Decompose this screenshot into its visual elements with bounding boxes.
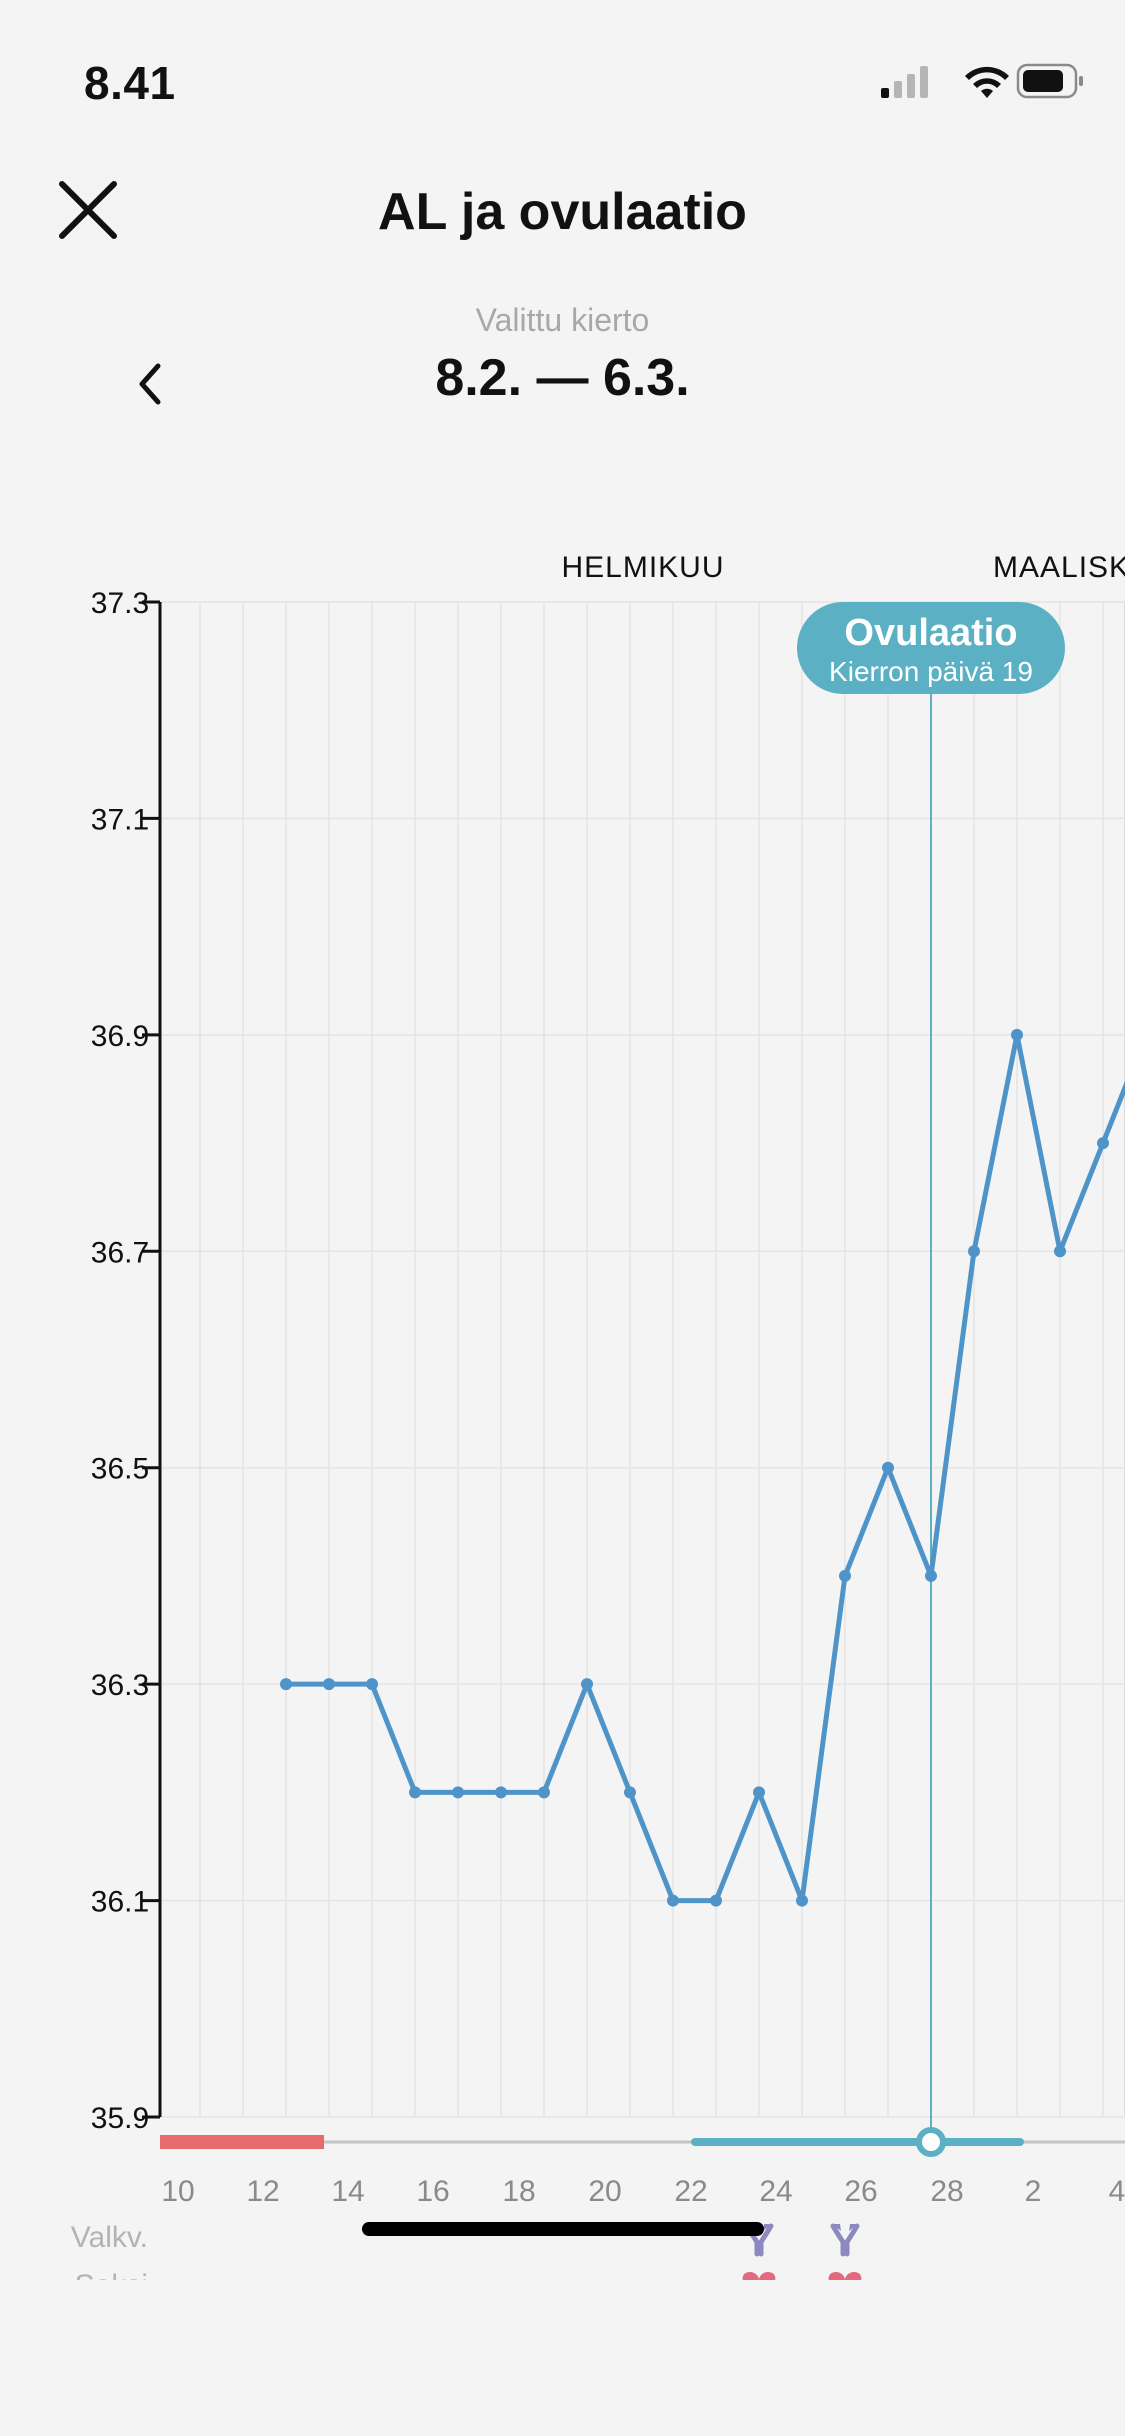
- temperature-point: [710, 1894, 722, 1907]
- x-tick-label: 10: [161, 2175, 194, 2208]
- ovulation-badge-title: Ovulaatio: [844, 612, 1017, 654]
- temperature-point: [323, 1678, 335, 1691]
- x-tick-label: 4: [1109, 2175, 1125, 2208]
- month-label-helmikuu: HELMIKUU: [561, 551, 724, 584]
- ovulation-marker: [916, 2127, 946, 2157]
- temperature-point: [968, 1245, 980, 1258]
- temperature-point: [839, 1569, 851, 1582]
- row-label: Seksi: [75, 2269, 148, 2280]
- x-tick-label: 20: [588, 2175, 621, 2208]
- temperature-point: [1011, 1028, 1023, 1041]
- x-tick-label: 2: [1025, 2175, 1042, 2208]
- cycle-caption: Valittu kierto: [475, 302, 650, 338]
- temperature-point: [667, 1894, 679, 1907]
- temperature-point: [753, 1786, 765, 1799]
- battery-icon: [1016, 63, 1083, 99]
- temperature-point: [452, 1786, 464, 1799]
- row-label: Valkv.: [71, 2221, 148, 2254]
- temperature-point: [1097, 1137, 1109, 1150]
- fertile-window-bar: [691, 2138, 1024, 2146]
- y-tick-label: 36.1: [91, 1886, 149, 1919]
- y-tick-label: 37.3: [91, 587, 149, 620]
- y-tick-label: 35.9: [91, 2102, 149, 2135]
- wifi-icon: [965, 66, 1009, 98]
- mucus-icon: [830, 2223, 860, 2257]
- y-tick-label: 36.7: [91, 1236, 149, 1269]
- status-icons: [881, 63, 1083, 99]
- x-tick-label: 16: [416, 2175, 449, 2208]
- temperature-point: [538, 1786, 550, 1799]
- x-tick-label: 22: [674, 2175, 707, 2208]
- temperature-point: [581, 1678, 593, 1691]
- x-tick-label: 14: [331, 2175, 364, 2208]
- temperature-point: [495, 1786, 507, 1799]
- x-tick-label: 24: [759, 2175, 792, 2208]
- month-label-maalisk: MAALISK: [993, 551, 1125, 584]
- ovulation-badge: [797, 602, 1065, 694]
- temperature-point: [882, 1461, 894, 1474]
- temperature-point: [1054, 1245, 1066, 1258]
- temperature-point: [409, 1786, 421, 1799]
- ovulation-badge-subtitle: Kierron päivä 19: [829, 656, 1033, 687]
- y-tick-label: 37.1: [91, 803, 149, 836]
- y-tick-label: 36.5: [91, 1453, 149, 1486]
- x-tick-label: 28: [930, 2175, 963, 2208]
- temperature-point: [366, 1678, 378, 1691]
- cycle-range: 8.2. — 6.3.: [435, 349, 690, 407]
- y-tick-label: 36.9: [91, 1020, 149, 1053]
- home-indicator: [362, 2222, 764, 2236]
- x-tick-label: 18: [502, 2175, 535, 2208]
- temperature-chart: 37.3 37.1 36.9 36.7 36.5 36.3 36.1 35.9 HELMIKUU…: [71, 551, 1125, 2280]
- cellular-signal-icon: [881, 66, 928, 98]
- close-icon[interactable]: [52, 174, 124, 246]
- temperature-point: [796, 1894, 808, 1907]
- temperature-point: [624, 1786, 636, 1799]
- chevron-left-icon[interactable]: [126, 356, 174, 412]
- period-bar: [160, 2135, 324, 2149]
- temperature-point: [280, 1678, 292, 1691]
- heart-icon: [742, 2272, 776, 2280]
- y-tick-label: 36.3: [91, 1669, 149, 1702]
- status-time: 8.41: [84, 57, 176, 109]
- temperature-point: [925, 1569, 937, 1582]
- page-title: AL ja ovulaatio: [378, 183, 747, 241]
- x-tick-label: 26: [844, 2175, 877, 2208]
- heart-icon: [828, 2272, 862, 2280]
- x-tick-label: 12: [246, 2175, 279, 2208]
